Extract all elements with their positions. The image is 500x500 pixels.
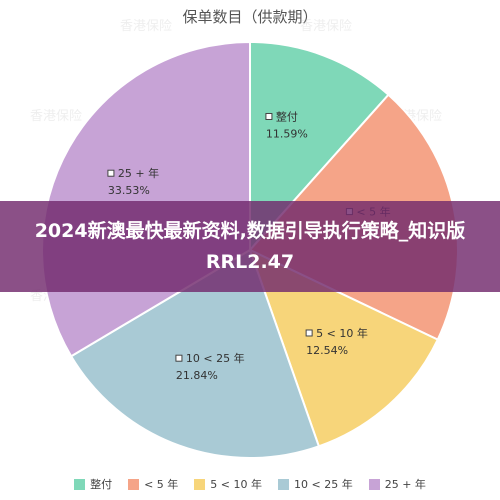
pie-slice-2: [248, 248, 440, 448]
pie-slice-0: [249, 40, 390, 253]
legend-swatch-1: [128, 478, 140, 490]
slice-category-label-3: 10 < 25 年: [186, 351, 245, 365]
legend-item-1: < 5 年: [128, 476, 178, 492]
legend-label-0: 整付: [90, 478, 113, 491]
watermark-0: 香港保险: [120, 19, 172, 34]
legend-item-0: 整付: [74, 476, 112, 492]
slice-label-marker-3: [175, 354, 183, 362]
slice-value-label-2: 12.54%: [306, 344, 348, 357]
legend-swatch-2: [194, 478, 206, 490]
legend-item-4: 25 + 年: [368, 476, 426, 492]
chart-title: 保单数目（供款期）: [182, 8, 318, 26]
watermark-2: 香港保险: [30, 109, 82, 124]
slice-value-label-0: 11.59%: [266, 127, 308, 140]
slice-label-marker-0: [265, 112, 273, 120]
headline-banner: 2024新澳最快最新资料,数据引导执行策略_知识版RRL2.47: [0, 201, 500, 292]
legend-label-1: < 5 年: [144, 478, 179, 491]
chart-legend: 整付 < 5 年 5 < 10 年 10 < 25 年 25 + 年: [0, 474, 500, 494]
slice-label-marker-2: [305, 329, 313, 337]
legend-item-3: 10 < 25 年: [278, 476, 353, 492]
slice-label-group-4: 25 + 年 33.53%: [107, 166, 159, 197]
slice-label-group-0: 整付 11.59%: [265, 109, 308, 140]
legend-label-3: 10 < 25 年: [294, 478, 353, 491]
legend-label-4: 25 + 年: [384, 478, 426, 491]
slice-category-label-0: 整付: [276, 109, 298, 123]
watermark-1: 香港保险: [300, 19, 352, 34]
banner-text: 2024新澳最快最新资料,数据引导执行策略_知识版RRL2.47: [34, 219, 466, 273]
slice-category-label-4: 25 + 年: [118, 166, 159, 180]
pie-slice-3: [69, 248, 321, 459]
legend-swatch-3: [278, 478, 289, 490]
legend-label-2: 5 < 10 年: [210, 478, 262, 491]
slice-category-label-2: 5 < 10 年: [316, 326, 368, 340]
slice-label-group-2: 5 < 10 年 12.54%: [305, 326, 368, 357]
legend-swatch-4: [368, 478, 380, 490]
slice-value-label-3: 21.84%: [176, 369, 218, 382]
legend-item-2: 5 < 10 年: [194, 476, 262, 492]
slice-label-marker-4: [107, 169, 115, 177]
slice-label-group-3: 10 < 25 年 21.84%: [175, 351, 245, 382]
legend-swatch-0: [74, 478, 86, 490]
slice-value-label-4: 33.53%: [108, 184, 150, 197]
